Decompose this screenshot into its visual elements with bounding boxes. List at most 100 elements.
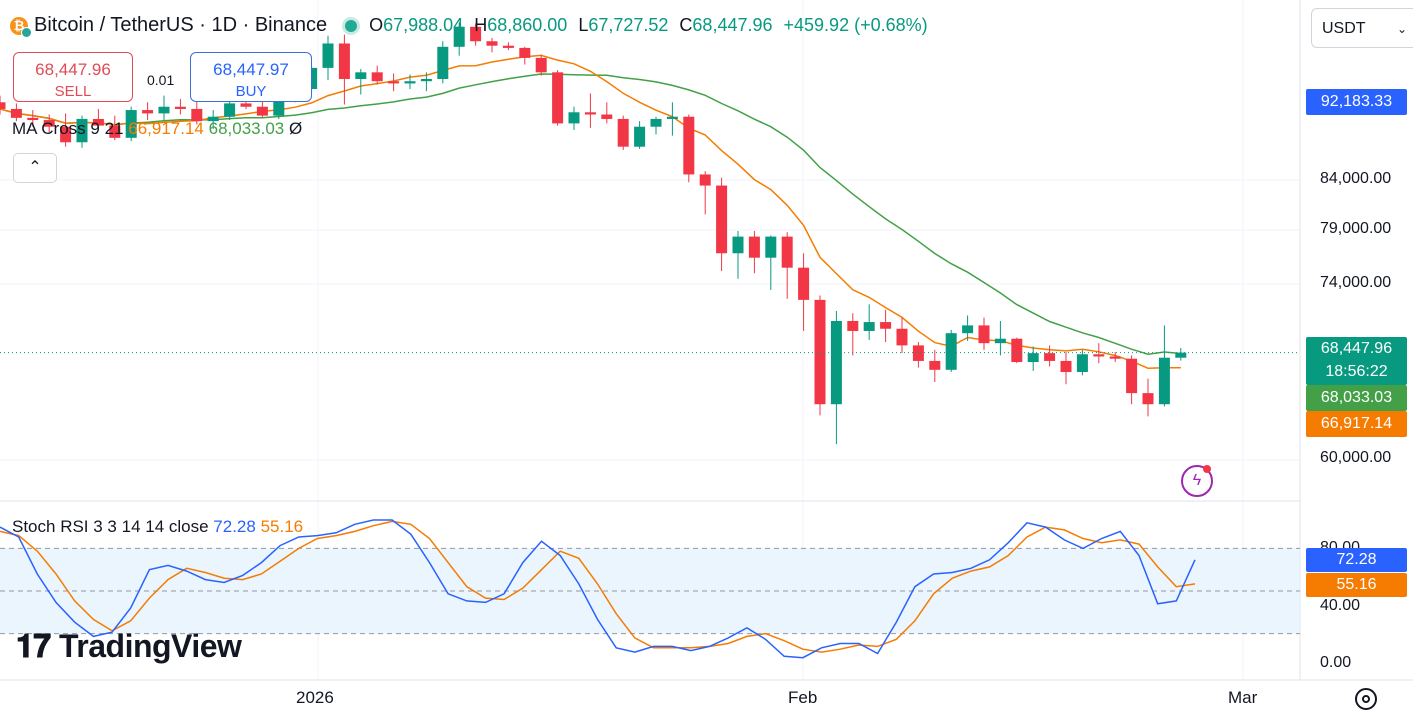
candle-body — [1158, 357, 1170, 405]
chevron-down-icon: ⌄ — [1396, 22, 1407, 36]
stoch-label: 0.00 — [1320, 654, 1352, 671]
buy-label: BUY — [235, 83, 267, 100]
candle-body — [519, 47, 531, 58]
candle-body — [27, 117, 39, 121]
ma-slow-tag: 68,033.03 — [1306, 385, 1407, 411]
spread-value: 0.01 — [147, 72, 175, 88]
candle-body — [453, 26, 465, 47]
candle-body — [1126, 358, 1138, 394]
sell-price: 68,447.96 — [35, 60, 111, 79]
candle-body — [43, 120, 55, 127]
candle-body — [60, 126, 72, 143]
ma-cross-legend[interactable]: MA Cross 9 21 66,917.14 68,033.03 Ø — [12, 119, 302, 139]
sell-button[interactable]: 68,447.96 SELL — [13, 52, 133, 102]
candle-body — [1142, 393, 1154, 405]
candle-body — [781, 236, 793, 268]
candle-body — [207, 116, 219, 122]
candle-body — [1027, 353, 1039, 363]
candle-body — [388, 81, 400, 84]
candle-body — [240, 103, 252, 107]
candle-body — [880, 322, 892, 329]
settings-icon[interactable] — [1355, 688, 1377, 710]
price-label: 60,000.00 — [1320, 449, 1392, 466]
candle-body — [847, 320, 859, 331]
candle-body — [1093, 354, 1105, 357]
x-label-mar: Mar — [1228, 688, 1258, 707]
stoch-d-line — [0, 520, 1196, 653]
candle-body — [535, 57, 547, 73]
currency-value: USDT — [1322, 20, 1366, 37]
collapse-legend-button[interactable]: ⌃ — [13, 153, 57, 183]
candle-body — [125, 110, 137, 138]
candle-body — [634, 126, 646, 147]
candle-body — [716, 185, 728, 254]
candle-body — [371, 72, 383, 82]
candle-body — [0, 102, 6, 109]
stoch-rsi-legend[interactable]: Stoch RSI 3 3 14 14 close 72.28 55.16 — [12, 517, 303, 537]
price-tag-top: 92,183.33 — [1306, 89, 1407, 115]
candle-body — [650, 118, 662, 127]
x-label-feb: Feb — [788, 688, 818, 707]
candle-body — [1109, 356, 1121, 359]
candle-body — [1060, 360, 1072, 373]
market-status-icon — [345, 19, 358, 32]
candle-body — [158, 106, 170, 114]
bitcoin-icon: ₿ — [10, 16, 32, 38]
candle-body — [470, 26, 482, 42]
candle-body — [109, 125, 121, 138]
candle-body — [929, 360, 941, 370]
candle-body — [568, 112, 580, 124]
ma-fast-value: 66,917.14 — [128, 119, 204, 138]
stoch-label: 40.00 — [1320, 597, 1361, 614]
flash-icon[interactable]: ϟ — [1181, 465, 1213, 497]
candle-body — [174, 106, 186, 109]
candle-body — [502, 45, 514, 48]
symbol-title[interactable]: Bitcoin / TetherUS · 1D · Binance — [34, 14, 328, 36]
price-label: 74,000.00 — [1320, 274, 1392, 291]
stoch-k-value: 72.28 — [213, 517, 256, 536]
candle-body — [355, 72, 367, 79]
ohlc-readout: O67,988.04 H68,860.00 L67,727.52 C68,447… — [369, 15, 928, 35]
chevron-up-icon: ⌃ — [28, 159, 42, 176]
candle-body — [142, 110, 154, 114]
candle-body — [76, 118, 88, 143]
tv-mark-icon: 𝟏𝟕 — [16, 628, 51, 664]
stoch-d-tag: 55.16 — [1306, 573, 1407, 597]
candle-body — [601, 114, 613, 119]
candle-body — [896, 328, 908, 346]
price-label: 84,000.00 — [1320, 170, 1392, 187]
currency-select[interactable]: USDT ⌄ — [1311, 8, 1413, 48]
candle-body — [666, 116, 678, 119]
candle-body — [584, 112, 596, 115]
candle-body — [798, 267, 810, 300]
candle-body — [224, 103, 236, 117]
candle-body — [552, 72, 564, 124]
last-price: 68,447.96 — [1320, 340, 1393, 357]
buy-button[interactable]: 68,447.97 BUY — [190, 52, 312, 102]
candle-body — [699, 174, 711, 186]
candle-body — [748, 236, 760, 258]
stoch-k-line — [0, 519, 1196, 659]
candle-body — [830, 320, 842, 405]
tradingview-logo[interactable]: 𝟏𝟕 TradingView — [16, 628, 242, 664]
ma-cross-name: MA Cross 9 21 — [12, 119, 124, 138]
candle-body — [256, 106, 268, 116]
candle-body — [273, 96, 285, 116]
stoch-rsi-name: Stoch RSI 3 3 14 14 close — [12, 517, 209, 536]
candle-body — [322, 43, 334, 68]
candle-body — [191, 108, 203, 122]
candle-body — [338, 43, 350, 79]
buy-price: 68,447.97 — [213, 60, 289, 79]
candle-body — [617, 118, 629, 147]
candle-body — [486, 41, 498, 46]
candle-body — [1175, 352, 1187, 358]
chart-header: ₿ Bitcoin / TetherUS · 1D · Binance O67,… — [10, 14, 928, 38]
ma-extra: Ø — [288, 119, 303, 138]
candle-body — [994, 338, 1006, 344]
candle-body — [404, 81, 416, 84]
last-price-tag: 68,447.96 18:56:22 — [1306, 337, 1407, 385]
candle-body — [1076, 354, 1088, 373]
stoch-d-value: 55.16 — [260, 517, 304, 536]
candle-body — [732, 236, 744, 254]
